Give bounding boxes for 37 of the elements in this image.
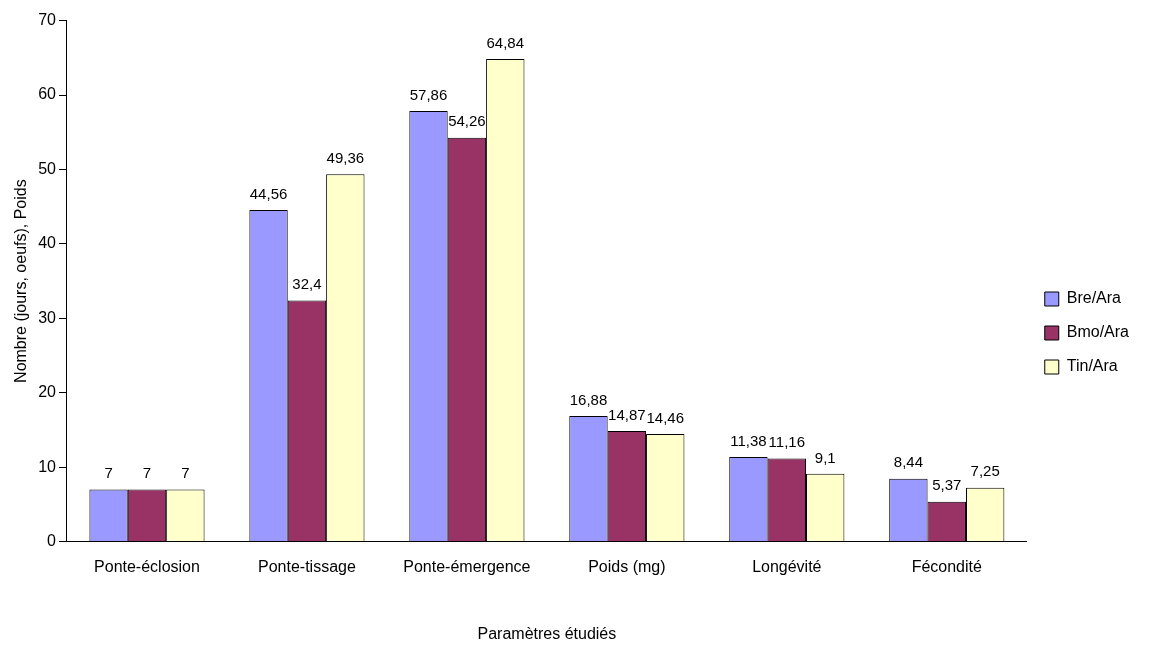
data-label: 64,84 [486,33,525,51]
x-axis-title: Paramètres étudiés [477,624,617,642]
data-label: 54,26 [448,112,486,130]
y-axis-title: Nombre (jours, oeufs), Poids [12,179,30,383]
y-tick-label: 60 [38,85,57,103]
data-label: 11,38 [730,431,767,449]
data-label: 11,16 [768,433,806,451]
data-label: 57,86 [409,85,448,103]
data-label: 49,36 [326,148,365,166]
data-label: 7 [104,464,113,482]
data-label: 7 [142,464,152,482]
y-tick-label: 10 [38,457,57,475]
legend-label: Bmo/Ara [1066,323,1130,341]
x-tick-label: Poids (mg) [588,557,666,575]
x-tick-label: Fécondité [911,557,983,575]
data-label: 16,88 [569,390,608,408]
x-tick-label: Ponte-tissage [258,557,356,575]
data-label: 9,1 [814,448,836,466]
x-tick-label: Ponte-éclosion [94,557,200,575]
data-label: 7,25 [970,462,1000,480]
data-label: 14,46 [646,408,685,426]
data-label: 44,56 [249,184,288,202]
y-tick-label: 70 [38,11,57,29]
data-label: 5,37 [932,476,962,494]
data-label: 7 [181,464,190,482]
legend-label: Tin/Ara [1066,357,1118,375]
data-label: 14,87 [608,405,646,423]
x-tick-label: Longévité [752,557,822,575]
y-tick-label: 0 [47,532,57,550]
y-tick-label: 30 [38,308,57,326]
x-tick-label: Ponte-émergence [403,557,531,575]
y-tick-label: 20 [38,383,57,401]
legend-label: Bre/Ara [1066,289,1122,307]
data-label: 32,4 [292,275,322,293]
data-label: 8,44 [893,453,923,471]
y-tick-label: 50 [38,159,57,177]
y-tick-label: 40 [38,234,57,252]
